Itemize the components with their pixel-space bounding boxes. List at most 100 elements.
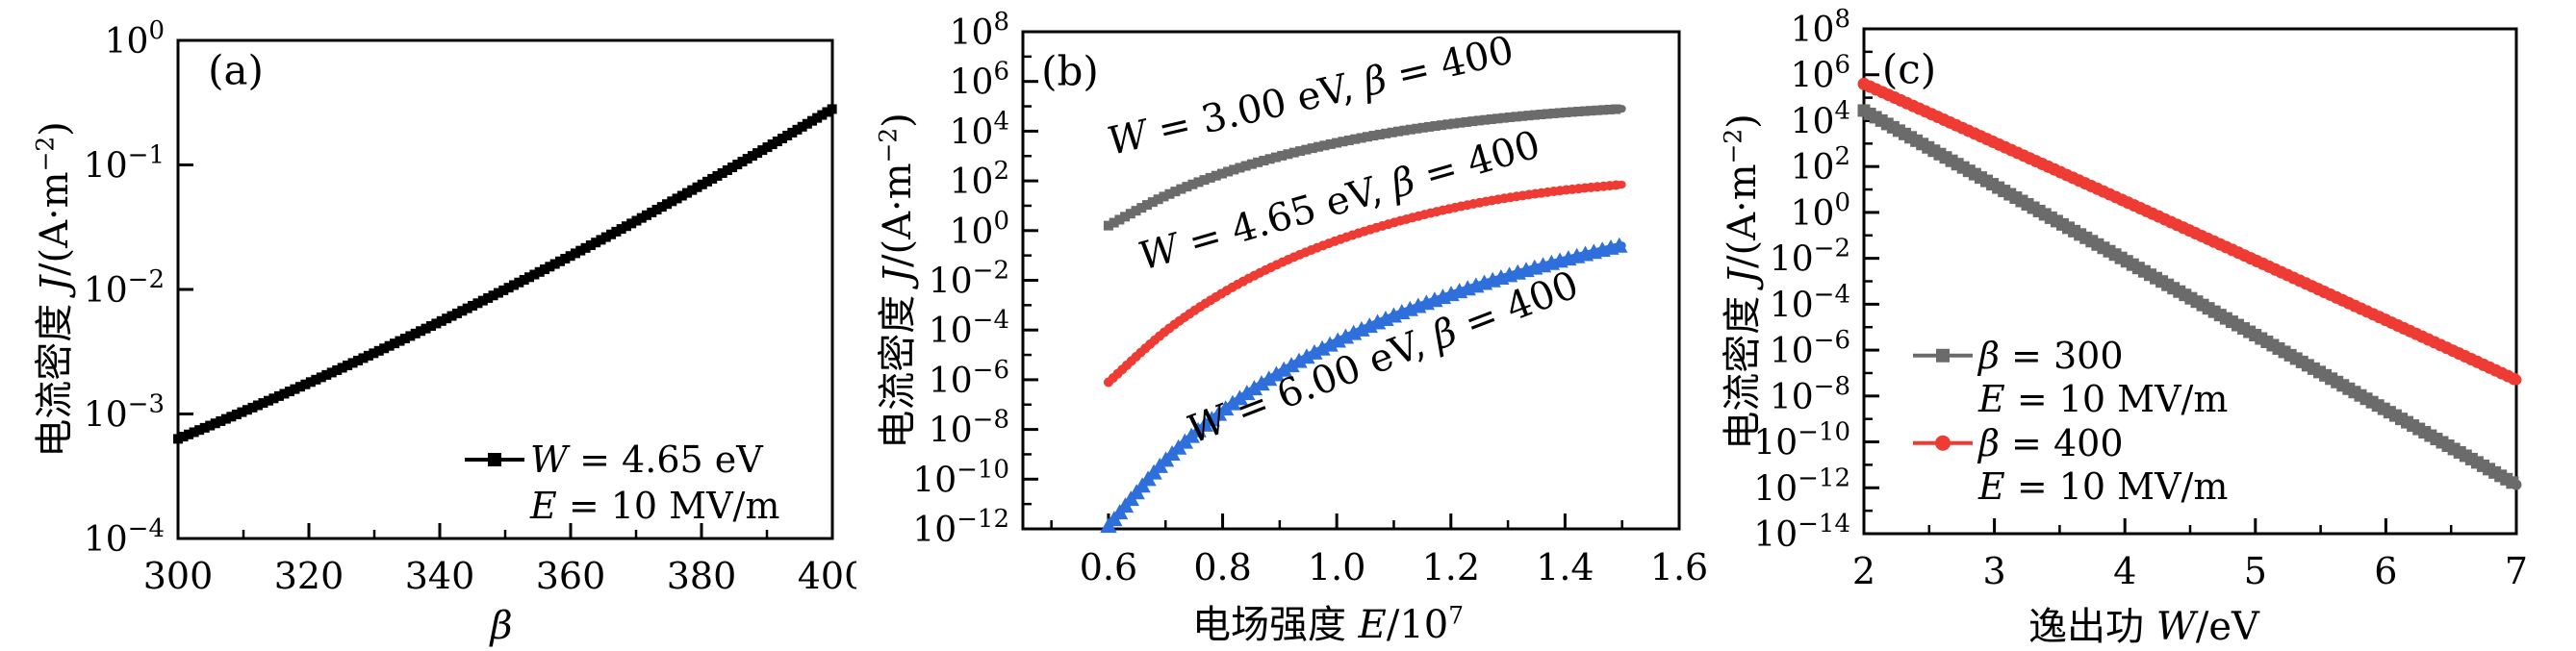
legend-row: β = 300 [1911,334,2228,378]
text-segment: J [876,267,920,284]
text-segment: −2 [31,136,60,172]
legend-row: E = 10 MV/m [1911,378,2228,422]
x-tick-label: 360 [536,555,606,597]
text-segment: E [1978,378,2005,421]
x-tick-label: 0.6 [1080,546,1137,588]
text-segment: W [530,438,569,481]
panel-a: 300 320 340 360 380 400 100 10−1 10−2 10−3 10−4 [0,0,856,651]
panel-b-y-axis-label: 电流密度 J/(A·m−2) [866,113,922,449]
x-tick-label: 1.0 [1308,546,1365,588]
text-segment: β [490,604,513,648]
y-tick-label: 10−4 [1770,280,1850,325]
text-segment: 电流密度 [1721,284,1765,450]
legend-sample-spacer [1911,378,1978,422]
text-segment: 电流密度 [33,291,77,458]
text-segment: ) [876,113,920,128]
legend-label: W = 4.65 eV [530,438,763,481]
text-segment: /(A·m [33,171,77,277]
legend-sample-spacer [463,483,530,529]
panel-a-corner-label: (a) [208,46,264,94]
text-segment: = 300 [1999,334,2124,377]
y-tick-label: 100 [105,16,165,62]
y-tick-label: 104 [1791,96,1850,141]
y-tick-label: 106 [950,58,1009,103]
panel-c: 2 3 4 5 6 7 108 106 104 102 100 10−2 10−4 10−6 10−8 10−… [1722,0,2576,651]
x-tick-label: 340 [405,555,475,597]
legend-label: β = 300 [1978,335,2124,377]
series-a-0 [173,104,837,444]
legend-label: E = 10 MV/m [1978,378,2228,420]
y-tick-label: 10−12 [912,505,1009,550]
text-segment: /(A·m [1721,163,1765,269]
text-segment: = 4.65 eV [568,438,763,481]
y-tick-label: 10−14 [1753,510,1850,555]
x-tick-label: 1.6 [1650,546,1708,588]
panel-a-y-axis-label: 电流密度 J/(A·m−2) [23,121,79,458]
legend-row: W = 4.65 eV [463,437,779,483]
text-segment: ) [1721,113,1765,129]
legend-row: E = 10 MV/m [1911,465,2228,510]
text-segment: β [1978,334,2000,377]
axis-ticks [176,38,834,540]
panel-a-plot-svg: 300 320 340 360 380 400 100 10−1 10−2 10−3 10−4 [84,16,856,597]
series-b-1 [1103,180,1626,388]
y-tick-label: 10−10 [912,455,1009,500]
y-tick-label: 102 [950,157,1009,202]
x-tick-label: 2 [1852,550,1875,592]
y-tick-label: 10−3 [84,390,165,436]
x-tick-label: 320 [274,555,344,597]
text-segment: = 10 MV/m [556,485,780,527]
text-segment: J [33,276,77,292]
text-segment: J [1721,268,1765,285]
legend-square-marker [1911,334,1978,378]
text-segment: 电场强度 [1191,603,1359,647]
y-tick-label: 10−2 [929,257,1009,302]
legend-label: E = 10 MV/m [1978,465,2228,508]
x-tick-label: 3 [1983,550,2006,592]
text-segment: W [2155,605,2196,649]
y-tick-label: 10−12 [1753,463,1850,509]
text-segment: E [530,485,557,527]
text-segment: /(A·m [876,163,920,268]
panel-b-corner-label: (b) [1041,47,1099,95]
panel-c-x-axis-label: 逸出功 W/eV [2028,595,2259,651]
text-segment: 7 [1448,601,1465,630]
y-tick-label: 10−8 [1770,372,1850,417]
y-tick-label: 10−10 [1753,418,1850,463]
text-segment: E [1358,603,1387,647]
text-segment: = 10 MV/m [2004,465,2229,509]
text-segment: = 400 [1999,421,2124,464]
y-tick-label: 106 [1791,51,1850,96]
x-tick-label: 5 [2244,550,2267,592]
text-segment: β [1978,421,2000,464]
series-b-0 [1103,104,1626,231]
x-tick-label: 380 [667,555,737,597]
y-tick-label: 10−2 [1770,235,1850,280]
y-tick-label: 10−8 [929,406,1009,451]
text-segment: 电流密度 [876,283,920,449]
x-tick-label: 400 [798,555,856,597]
y-tick-label: 100 [950,207,1009,252]
x-tick-label: 1.4 [1536,546,1594,588]
x-tick-label: 1.2 [1422,546,1480,588]
y-tick-label: 10−4 [929,306,1009,351]
axis-ticks [1862,27,2518,536]
text-segment: −2 [874,127,903,163]
y-tick-label: 100 [1791,188,1850,234]
text-segment: = 10 MV/m [2004,378,2229,421]
legend-circle-marker [1911,421,1978,465]
series-c-1 [1857,77,2522,386]
axis-ticks [1023,30,1681,531]
legend-sample-spacer [1911,465,1978,510]
y-tick-label: 10−6 [929,356,1009,401]
legend-row: E = 10 MV/m [463,483,779,529]
y-tick-label: 10−1 [84,141,165,187]
panel-b: 0.6 0.8 1.0 1.2 1.4 1.6 108 106 104 102 100 10−2 10−… [856,0,1722,651]
x-tick-label: 6 [2374,550,2397,592]
x-tick-label: 300 [143,555,214,597]
y-tick-label: 108 [950,8,1009,53]
text-segment: E [1978,465,2005,509]
text-segment: /eV [2195,605,2259,649]
panel-a-x-axis-label: β [490,604,512,648]
